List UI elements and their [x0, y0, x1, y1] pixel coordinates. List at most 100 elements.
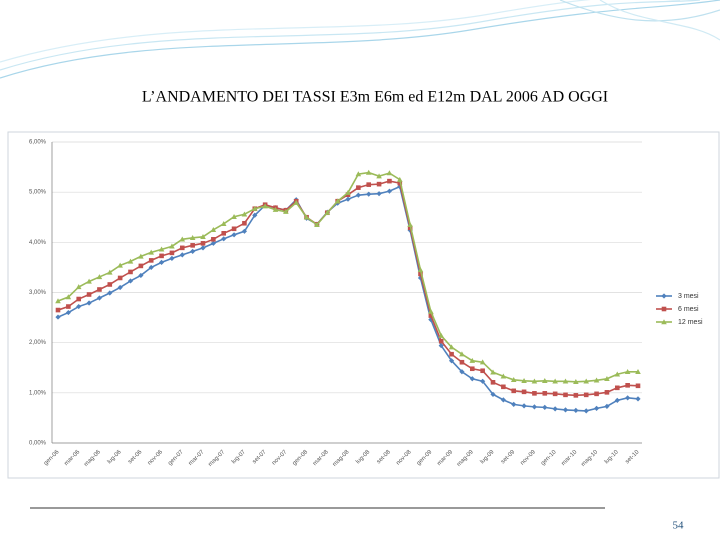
- point: [428, 313, 434, 318]
- point: [459, 351, 465, 357]
- point: [511, 388, 517, 394]
- point: [521, 389, 527, 395]
- point: [345, 196, 351, 202]
- point: [55, 307, 61, 313]
- point: [127, 258, 134, 264]
- point: [179, 236, 186, 242]
- point: [262, 203, 268, 209]
- point: [189, 235, 196, 241]
- point: [128, 269, 133, 275]
- point: [179, 245, 185, 251]
- point: [251, 205, 258, 211]
- point: [221, 236, 227, 242]
- point: [252, 212, 258, 218]
- point: [563, 392, 568, 398]
- point: [376, 173, 382, 179]
- point: [96, 274, 103, 280]
- point: [469, 376, 475, 382]
- point: [117, 262, 123, 268]
- point: [86, 300, 92, 306]
- point: [231, 232, 237, 238]
- point: [179, 252, 185, 258]
- page-number: 54: [673, 520, 685, 532]
- point: [604, 390, 610, 395]
- point: [604, 375, 610, 381]
- point: [386, 170, 393, 176]
- point: [521, 403, 527, 409]
- point: [417, 267, 424, 273]
- point: [138, 253, 144, 259]
- point: [552, 391, 558, 397]
- point: [542, 391, 548, 396]
- point: [438, 343, 444, 349]
- point: [190, 248, 196, 254]
- point: [448, 358, 455, 364]
- point: [501, 384, 506, 390]
- y-tick-label: 3,00%: [29, 290, 47, 296]
- legend-label: 6 mesi: [678, 306, 699, 313]
- point: [220, 220, 227, 226]
- point: [387, 178, 392, 184]
- y-tick-label: 0,00%: [29, 441, 47, 447]
- point: [661, 306, 667, 312]
- point: [107, 290, 113, 296]
- point: [200, 241, 206, 246]
- point: [169, 250, 175, 256]
- point: [511, 401, 517, 407]
- point: [500, 397, 506, 403]
- point: [138, 263, 144, 269]
- decoration: [0, 0, 720, 79]
- slide-title: L’ANDAMENTO DEI TASSI E3m E6m ed E12m DA…: [142, 89, 608, 106]
- point: [635, 383, 641, 389]
- point: [355, 192, 361, 198]
- point: [138, 272, 144, 279]
- y-tick-label: 6,00%: [29, 140, 47, 146]
- point: [190, 243, 195, 248]
- point: [532, 391, 537, 396]
- point: [55, 314, 61, 320]
- point: [469, 357, 476, 363]
- point: [661, 293, 667, 299]
- point: [583, 378, 590, 384]
- point: [552, 378, 558, 384]
- point: [200, 245, 206, 251]
- point: [428, 316, 434, 323]
- point: [242, 220, 247, 226]
- point: [86, 278, 92, 284]
- point: [396, 176, 403, 182]
- point: [624, 368, 631, 374]
- point: [314, 221, 320, 227]
- point: [542, 404, 548, 410]
- point: [117, 284, 123, 291]
- y-tick-label: 4,00%: [29, 240, 47, 246]
- point: [490, 391, 496, 397]
- point: [386, 188, 393, 194]
- legend-label: 12 mesi: [678, 319, 703, 326]
- point: [86, 292, 92, 297]
- point: [334, 198, 341, 204]
- point: [541, 377, 548, 383]
- point: [148, 258, 154, 263]
- point: [231, 226, 237, 232]
- point: [55, 298, 61, 304]
- point: [127, 278, 134, 284]
- point: [661, 319, 667, 325]
- point: [200, 234, 206, 240]
- point: [158, 259, 165, 265]
- point: [573, 393, 579, 398]
- point: [283, 208, 289, 214]
- point: [469, 366, 475, 372]
- point: [303, 214, 310, 220]
- point: [365, 169, 372, 175]
- point: [614, 371, 621, 377]
- legend-label: 3 mesi: [678, 293, 699, 300]
- point: [459, 369, 465, 375]
- point: [106, 269, 113, 275]
- point: [594, 391, 599, 397]
- point: [241, 228, 248, 234]
- point: [159, 253, 164, 259]
- point: [293, 199, 300, 205]
- point: [625, 395, 631, 401]
- point: [418, 271, 423, 277]
- point: [573, 378, 579, 384]
